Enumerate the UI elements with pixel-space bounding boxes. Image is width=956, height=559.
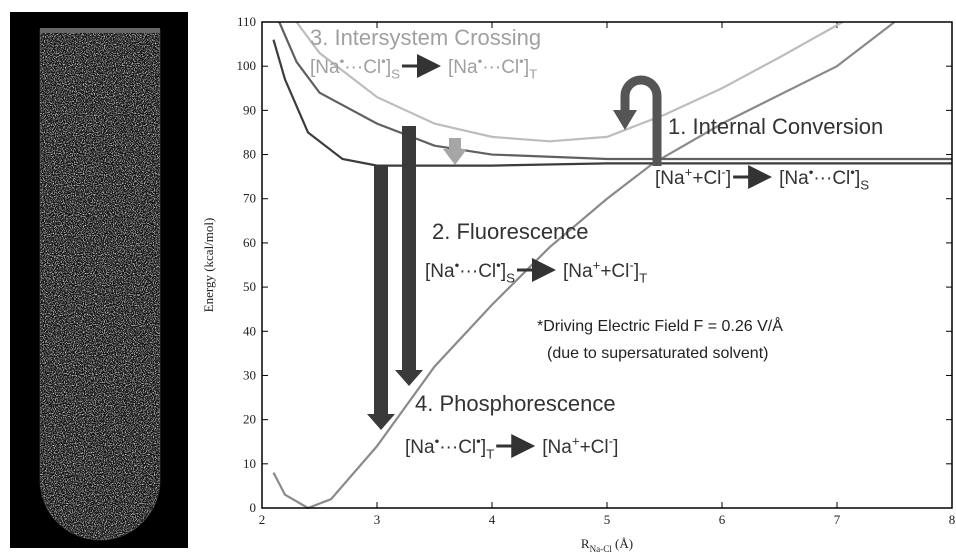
text-piece: ···Cl: [813, 168, 850, 189]
text-piece: [Na: [405, 437, 435, 458]
y-tick-label: 70: [243, 191, 256, 206]
text-piece: •: [809, 164, 814, 179]
text-piece: [Na: [542, 437, 572, 458]
annotation-title: 3. Intersystem Crossing: [310, 25, 541, 50]
text-piece: [Na: [779, 168, 809, 189]
text-piece: [Na: [310, 57, 340, 78]
y-tick-label: 20: [243, 412, 256, 427]
text-piece: S: [860, 178, 869, 193]
y-tick-label: 90: [243, 102, 256, 117]
text-piece: ]: [634, 261, 639, 282]
rich-text: [Na++Cl-]: [655, 164, 731, 189]
x-tick-label: 5: [604, 512, 611, 527]
text-piece: [Na: [425, 261, 455, 282]
y-tick-label: 60: [243, 235, 256, 250]
curve: [295, 21, 844, 143]
text-piece: •: [519, 53, 524, 68]
rich-text: [Na•···Cl•]S: [779, 164, 869, 192]
photo: [10, 12, 188, 548]
text-piece: •: [496, 257, 501, 272]
y-tick-label: 80: [243, 147, 256, 162]
rich-text: [Na++Cl-]: [542, 433, 618, 458]
text-piece: ···Cl: [439, 437, 476, 458]
text-piece: -: [609, 433, 613, 448]
text-piece: R: [581, 536, 590, 551]
annotation-title: 2. Fluorescence: [432, 219, 589, 244]
x-tick-label: 8: [949, 512, 956, 527]
text-piece: ]: [613, 437, 618, 458]
process-arrow-head: [443, 149, 467, 165]
text-piece: +: [593, 257, 601, 272]
text-piece: •: [476, 433, 481, 448]
text-piece: S: [391, 67, 400, 82]
text-piece: [Na: [655, 168, 685, 189]
text-piece: T: [529, 67, 537, 82]
text-piece: +Cl: [580, 437, 609, 458]
y-axis-label: Energy (kcal/mol): [201, 218, 216, 313]
x-tick-label: 3: [374, 512, 381, 527]
text-piece: T: [486, 447, 494, 462]
note: (due to supersaturated solvent): [547, 345, 768, 362]
y-tick-label: 40: [243, 323, 256, 338]
text-piece: •: [455, 257, 460, 272]
y-tick-label: 10: [243, 456, 256, 471]
x-tick-label: 7: [834, 512, 841, 527]
text-piece: Na-Cl: [590, 544, 613, 554]
text-piece: [Na: [563, 261, 593, 282]
curve: [278, 21, 952, 161]
y-tick-label: 100: [237, 58, 257, 73]
text-piece: ]: [481, 437, 486, 458]
text-piece: ···Cl: [482, 57, 519, 78]
text-piece: +: [572, 433, 580, 448]
y-tick-label: 50: [243, 279, 256, 294]
x-tick-label: 6: [719, 512, 726, 527]
text-piece: •: [381, 53, 386, 68]
y-tick-label: 110: [237, 14, 256, 29]
text-piece: +Cl: [692, 168, 721, 189]
text-piece: •: [478, 53, 483, 68]
rich-text: [Na•···Cl•]S: [310, 53, 400, 81]
text-piece: +Cl: [600, 261, 629, 282]
text-piece: •: [850, 164, 855, 179]
text-piece: -: [629, 257, 633, 272]
text-piece: ]: [855, 168, 860, 189]
x-tick-label: 2: [259, 512, 266, 527]
plot-frame: [261, 21, 953, 509]
process-arrow: [620, 75, 662, 166]
rich-text: [Na•···Cl•]S: [425, 257, 515, 285]
y-tick-label: 0: [250, 500, 257, 515]
text-piece: •: [340, 53, 345, 68]
text-piece: -: [721, 164, 725, 179]
text-piece: ···Cl: [344, 57, 381, 78]
annotation-title: 4. Phosphorescence: [415, 391, 616, 416]
text-piece: •: [435, 433, 440, 448]
process-arrow-head: [367, 414, 395, 430]
process-arrow-head: [395, 370, 423, 386]
text-piece: ]: [386, 57, 391, 78]
text-piece: ]: [524, 57, 529, 78]
text-piece: ]: [501, 261, 506, 282]
process-arrow-head: [613, 110, 637, 130]
annotation-title: 1. Internal Conversion: [668, 114, 883, 139]
rich-text: [Na++Cl-]T: [563, 257, 647, 285]
rich-text: [Na•···Cl•]T: [405, 433, 494, 461]
x-tick-label: 4: [489, 512, 496, 527]
rich-text: RNa-Cl (Å): [581, 536, 633, 554]
text-piece: ]: [726, 168, 731, 189]
text-piece: +: [685, 164, 693, 179]
note: *Driving Electric Field F = 0.26 V/Å: [537, 316, 783, 335]
text-piece: ···Cl: [459, 261, 496, 282]
text-piece: [Na: [448, 57, 478, 78]
text-piece: S: [506, 271, 515, 286]
y-tick-label: 30: [243, 367, 256, 382]
text-piece: (Å): [612, 536, 633, 551]
rich-text: [Na•···Cl•]T: [448, 53, 537, 81]
text-piece: T: [639, 271, 647, 286]
